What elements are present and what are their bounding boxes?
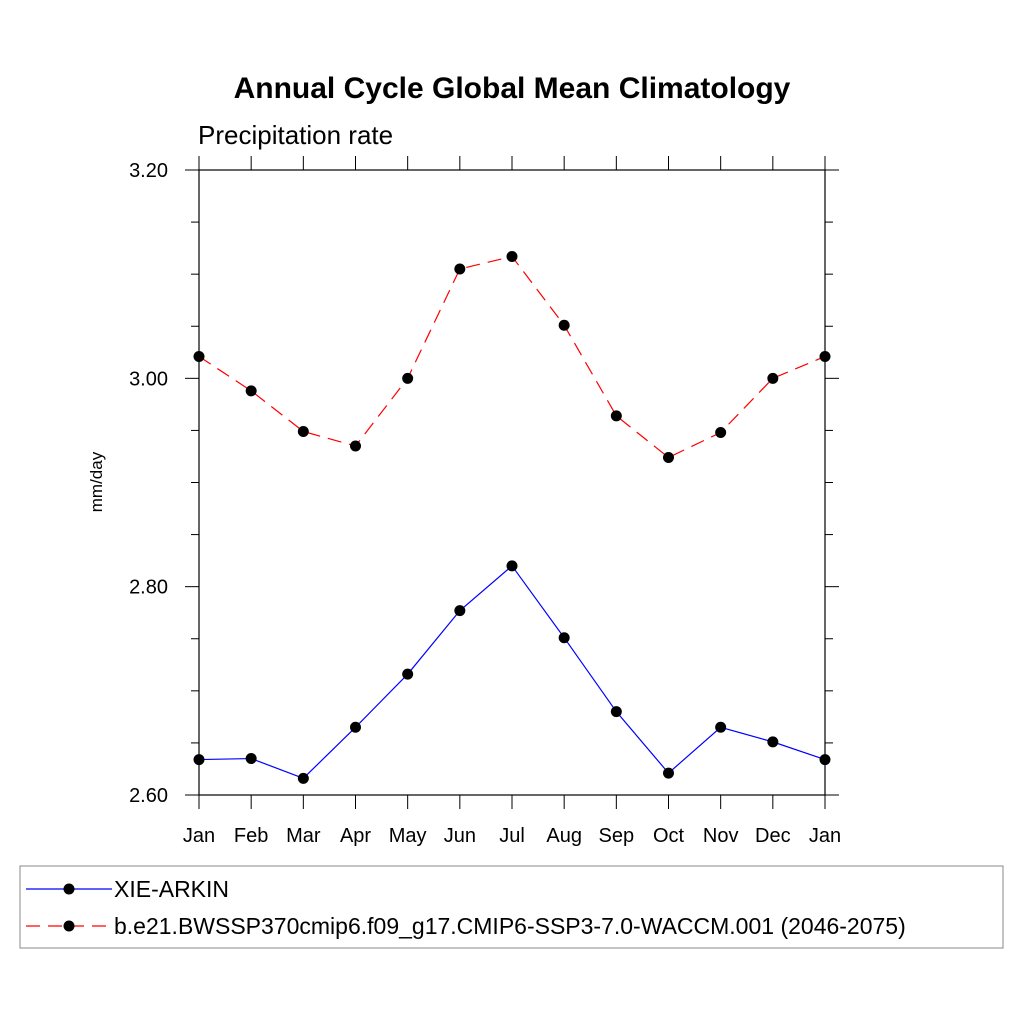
data-point — [350, 440, 361, 452]
data-point — [715, 721, 727, 733]
data-point — [350, 721, 361, 733]
chart-title: Annual Cycle Global Mean Climatology — [234, 72, 791, 105]
legend: XIE-ARKIN b.e21.BWSSP370cmip6.f09_g17.CMI… — [19, 865, 1004, 949]
series-line-2 — [198, 255, 826, 459]
legend-marker-2 — [63, 920, 75, 932]
data-point — [193, 350, 205, 362]
x-tick-label: Jan — [809, 825, 841, 847]
y-tick-label: 3.20 — [129, 160, 168, 182]
chart-subtitle: Precipitation rate — [198, 120, 393, 150]
data-point — [245, 385, 257, 397]
y-tick-label: 2.60 — [129, 785, 168, 807]
data-point — [715, 427, 727, 438]
x-tick-label: Feb — [234, 825, 268, 847]
x-tick-label: Aug — [546, 825, 582, 847]
x-tick-label: Mar — [286, 825, 321, 847]
data-point — [558, 319, 570, 331]
y-tick-label: 2.80 — [129, 577, 168, 599]
axis-ticks — [185, 156, 839, 809]
chart-series — [193, 250, 831, 784]
y-axis-label: mm/day — [87, 451, 106, 512]
x-tick-label: Jan — [183, 825, 215, 847]
x-tick-label: May — [389, 825, 427, 847]
data-point — [767, 736, 779, 748]
plot-frame — [198, 169, 826, 796]
x-tick-label: Jul — [499, 825, 525, 847]
data-point — [819, 754, 831, 766]
data-point — [402, 668, 414, 680]
x-tick-label: Jun — [444, 825, 476, 847]
data-point — [663, 452, 674, 463]
data-point — [819, 350, 831, 362]
data-point — [297, 772, 309, 784]
y-tick-labels: 2.60 2.80 3.00 3.20 — [129, 160, 168, 807]
data-point — [245, 753, 257, 765]
data-point — [454, 605, 466, 617]
x-tick-labels: Jan Feb Mar Apr May Jun Jul Aug Sep Oct Nov Dec Jan — [183, 825, 841, 847]
x-tick-label: Apr — [340, 825, 371, 847]
data-point — [506, 250, 518, 262]
data-point — [193, 754, 205, 766]
data-point — [454, 263, 466, 275]
data-point — [610, 706, 622, 718]
x-tick-label: Nov — [703, 825, 739, 847]
data-point — [402, 372, 414, 384]
data-point — [558, 632, 570, 644]
data-point — [610, 410, 622, 422]
x-tick-label: Sep — [599, 825, 635, 847]
legend-box — [19, 865, 1004, 949]
series-line-1 — [198, 564, 826, 780]
data-point — [506, 560, 518, 572]
y-tick-label: 3.00 — [129, 368, 168, 390]
legend-label-1: XIE-ARKIN — [114, 876, 229, 902]
legend-marker-1 — [63, 883, 75, 895]
data-point — [297, 425, 309, 437]
data-point — [663, 767, 674, 779]
x-tick-label: Dec — [755, 825, 791, 847]
x-tick-label: Oct — [653, 825, 685, 847]
data-point — [767, 372, 779, 384]
legend-label-2: b.e21.BWSSP370cmip6.f09_g17.CMIP6-SSP3-7… — [114, 913, 906, 939]
